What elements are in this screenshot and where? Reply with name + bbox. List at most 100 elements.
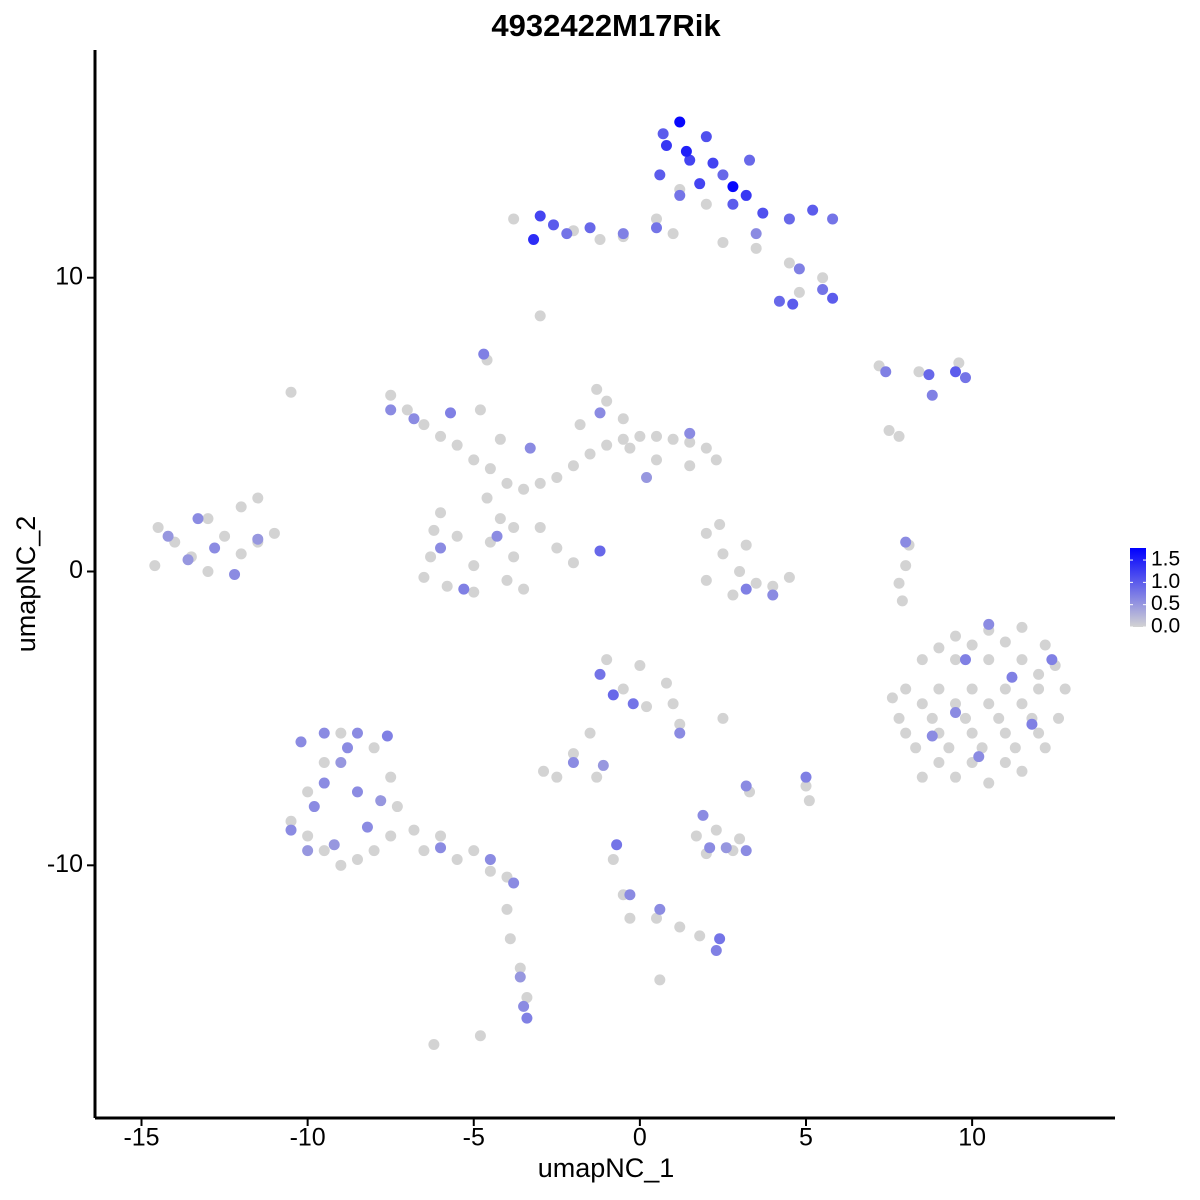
point [252,492,264,504]
x-tick-label: 10 [958,1124,986,1152]
point [617,228,629,240]
point [717,548,729,560]
point [202,513,214,525]
point [501,477,513,489]
point [999,756,1011,768]
point [684,154,696,166]
point [591,771,603,783]
point [351,727,363,739]
point [983,618,995,630]
point [601,439,613,451]
point [674,116,686,128]
point [720,842,732,854]
point [727,181,739,193]
point [494,433,506,445]
y-tick-label: 10 [55,262,83,290]
point [1016,765,1028,777]
point [893,712,905,724]
point [229,568,241,580]
point [710,945,722,957]
point [368,742,380,754]
x-tick-label: -10 [290,1124,326,1152]
point [302,845,314,857]
point [318,777,330,789]
point [926,389,938,401]
point [827,292,839,304]
point [391,801,403,813]
point [1053,712,1065,724]
point [697,809,709,821]
point [494,513,506,525]
point [567,460,579,472]
point [953,357,965,369]
point [740,189,752,201]
point [219,530,231,542]
point [478,348,490,360]
point [714,933,726,945]
point [1039,639,1051,651]
point [690,830,702,842]
point [700,527,712,539]
point [787,298,799,310]
point [1009,742,1021,754]
x-axis-title: umapNC_1 [538,1153,675,1183]
point [773,295,785,307]
point [534,477,546,489]
point [428,1039,440,1051]
point [650,912,662,924]
point [650,213,662,225]
point [594,545,606,557]
point [1033,668,1045,680]
point [966,639,978,651]
point [950,771,962,783]
point [335,727,347,739]
point [335,859,347,871]
point [318,756,330,768]
point [451,439,463,451]
point [660,677,672,689]
point [999,727,1011,739]
x-tick-label: 5 [799,1124,813,1152]
point [700,131,712,143]
colorbar-tick-label: 0.5 [1151,592,1180,615]
point [468,586,480,598]
point [896,595,908,607]
point [295,736,307,748]
point [342,742,354,754]
point [1026,718,1038,730]
point [1039,742,1051,754]
point [418,571,430,583]
point [567,557,579,569]
point [445,407,457,419]
point [734,566,746,578]
point [710,454,722,466]
point [817,283,829,295]
point [202,566,214,578]
point [793,286,805,298]
point [474,1030,486,1042]
point [351,853,363,865]
point [727,198,739,210]
point [750,577,762,589]
point [524,442,536,454]
point [650,222,662,234]
point [574,419,586,431]
point [441,580,453,592]
point [594,234,606,246]
point [182,554,194,566]
point [385,830,397,842]
point [285,824,297,836]
point [1033,683,1045,695]
point [514,962,526,974]
point [650,430,662,442]
point [584,222,596,234]
point [950,366,962,378]
x-tick-label: 0 [633,1124,647,1152]
colorbar: 0.00.51.01.5 [1130,548,1180,638]
colorbar-tick-label: 1.0 [1151,570,1180,593]
point [624,442,636,454]
point [617,413,629,425]
point [484,865,496,877]
point [361,821,373,833]
point [551,542,563,554]
